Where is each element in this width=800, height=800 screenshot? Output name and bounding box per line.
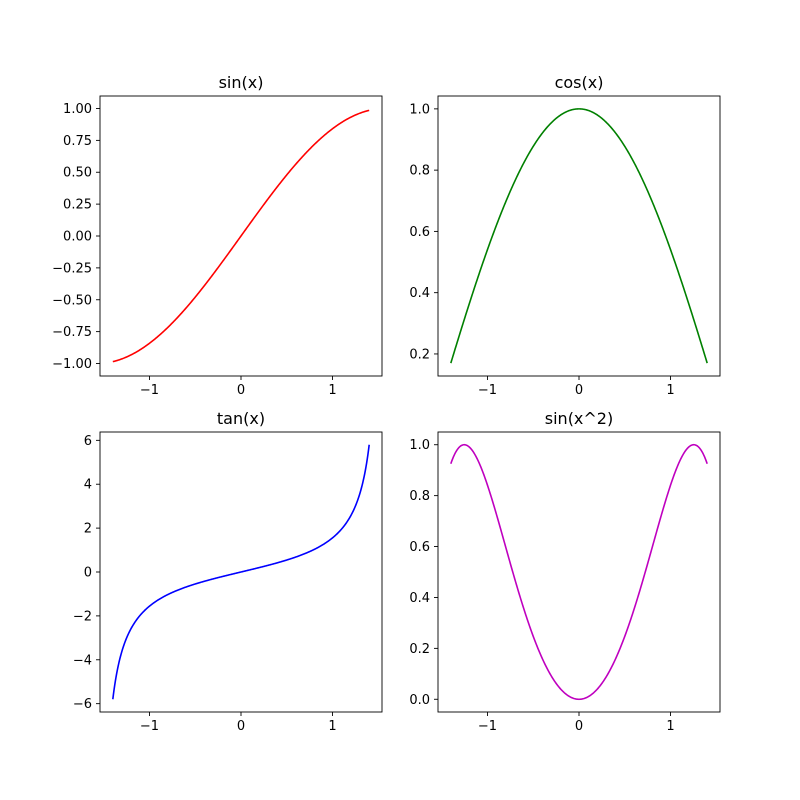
x-tick-label: 1 (328, 719, 336, 734)
x-tick-label: 0 (575, 719, 583, 734)
subplot-1: sin(x) −1 0 1 −1.00 −0.75 −0.50 −0.25 0.00 0.25 0.… (52, 73, 383, 398)
subplot-2: cos(x) −1 0 1 0.2 0.4 0.6 0.8 1.0 (409, 73, 721, 398)
series-line (450, 443, 708, 701)
y-tick-label: 0.00 (63, 230, 92, 245)
y-tick-label: 4 (84, 478, 92, 493)
x-tick-label: 0 (575, 383, 583, 398)
axes-frame (437, 95, 721, 377)
y-tick-label: 1.00 (63, 102, 92, 117)
y-tick-label: 0.25 (63, 198, 92, 213)
y-tick-label: −0.50 (52, 293, 92, 308)
x-tick-label: 1 (328, 383, 336, 398)
y-tick-label: 6 (84, 434, 92, 449)
y-tick-label: −0.25 (52, 261, 92, 276)
y-tick-label: 0.0 (409, 693, 430, 708)
y-tick-label: 0.2 (409, 642, 430, 657)
y-tick-label: 0.2 (409, 347, 430, 362)
y-tick-label: 1.0 (409, 438, 430, 453)
subplot-title: cos(x) (555, 73, 604, 92)
x-tick-label: 1 (666, 719, 674, 734)
y-tick-label: 0.6 (409, 225, 430, 240)
y-tick-label: 0.6 (409, 540, 430, 555)
y-tick-label: 0.50 (63, 166, 92, 181)
subplot-3: tan(x) −1 0 1 −6 −4 −2 0 2 4 6 (73, 409, 383, 734)
series-line (112, 109, 370, 363)
y-tick-label: 0.4 (409, 591, 430, 606)
y-tick-label: 0.8 (409, 489, 430, 504)
x-tick-label: −1 (478, 383, 497, 398)
y-tick-label: −6 (73, 697, 92, 712)
x-tick-label: 0 (237, 719, 245, 734)
axes-frame (437, 431, 721, 713)
y-tick-label: −1.00 (52, 357, 92, 372)
y-tick-label: 0.4 (409, 286, 430, 301)
y-tick-label: −2 (73, 609, 92, 624)
y-tick-label: −0.75 (52, 325, 92, 340)
x-tick-label: 0 (237, 383, 245, 398)
y-tick-label: −4 (73, 653, 92, 668)
y-tick-label: 2 (84, 522, 92, 537)
series-line (450, 108, 708, 364)
subplot-title: sin(x) (219, 73, 264, 92)
x-tick-label: −1 (140, 719, 159, 734)
y-tick-label: 0 (84, 566, 92, 581)
x-tick-label: −1 (140, 383, 159, 398)
x-tick-label: −1 (478, 719, 497, 734)
series-line (112, 444, 370, 700)
subplot-title: sin(x^2) (545, 409, 613, 428)
subplot-4: sin(x^2) −1 0 1 0.0 0.2 0.4 0.6 0.8 1.0 (409, 409, 721, 734)
subplot-title: tan(x) (217, 409, 265, 428)
y-tick-label: 0.8 (409, 164, 430, 179)
x-tick-label: 1 (666, 383, 674, 398)
y-tick-label: 1.0 (409, 102, 430, 117)
y-tick-label: 0.75 (63, 134, 92, 149)
